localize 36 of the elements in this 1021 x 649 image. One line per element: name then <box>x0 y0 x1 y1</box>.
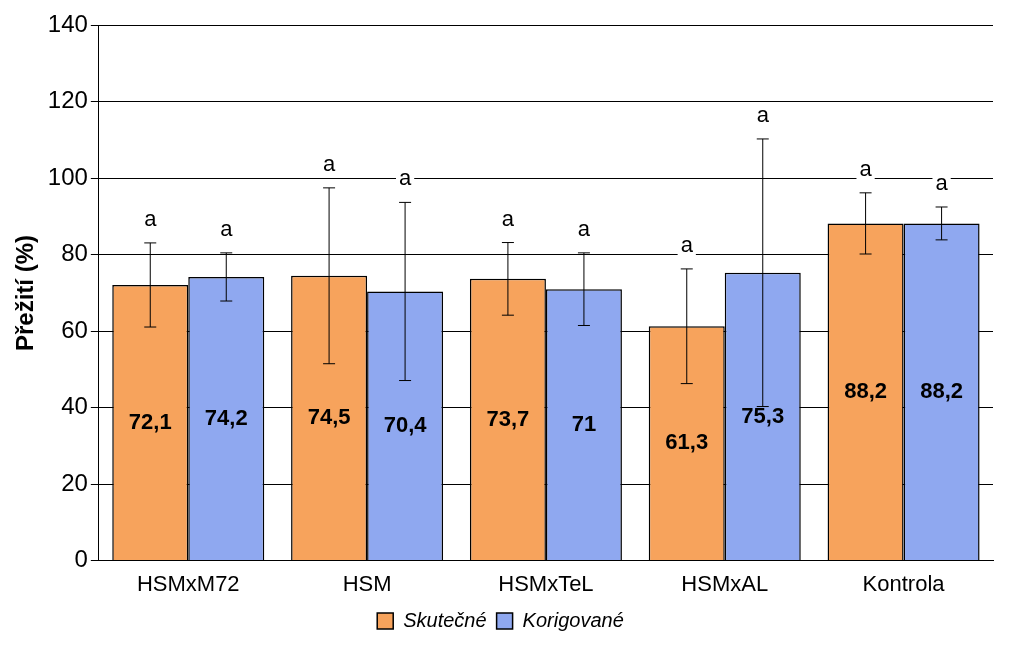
annotation: a <box>220 215 234 241</box>
data-label: 88,2 <box>844 378 887 404</box>
data-label: 72,1 <box>128 408 172 434</box>
y-tick-label: 40 <box>61 392 88 420</box>
annotation: a <box>935 170 949 196</box>
annotation: a <box>501 205 515 231</box>
data-label: 74,2 <box>204 404 248 430</box>
data-label: 73,7 <box>486 405 530 431</box>
annotation: a <box>577 215 591 241</box>
y-tick-label: 20 <box>61 468 88 496</box>
annotation: a <box>680 231 694 257</box>
data-label: 71 <box>571 410 597 436</box>
annotation: a <box>859 155 873 181</box>
y-tick-label: 140 <box>47 10 88 38</box>
annotation: a <box>398 165 412 191</box>
x-tick-label: HSM <box>342 570 392 596</box>
legend-label: Skutečné <box>403 608 487 631</box>
legend-label: Korigované <box>522 608 624 631</box>
annotation: a <box>756 102 770 127</box>
annotation: a <box>322 150 336 176</box>
data-label: 61,3 <box>665 429 709 455</box>
data-label: 88,2 <box>920 378 963 404</box>
y-tick-label: 100 <box>47 162 88 190</box>
x-tick-label: HSMxTeL <box>498 570 594 596</box>
y-tick-label: 120 <box>47 86 88 114</box>
x-tick-label: Kontrola <box>862 570 946 596</box>
data-label: 70,4 <box>383 412 428 438</box>
x-tick-label: HSMxM72 <box>136 570 240 596</box>
annotation: a <box>144 205 158 231</box>
y-axis-title: Přežití (%) <box>11 234 39 352</box>
data-label: 75,3 <box>741 402 785 428</box>
y-tick-label: 80 <box>61 239 88 267</box>
y-tick-label: 0 <box>74 545 88 573</box>
y-tick-label: 60 <box>61 315 88 343</box>
x-tick-label: HSMxAL <box>681 570 769 596</box>
data-label: 74,5 <box>307 404 351 430</box>
